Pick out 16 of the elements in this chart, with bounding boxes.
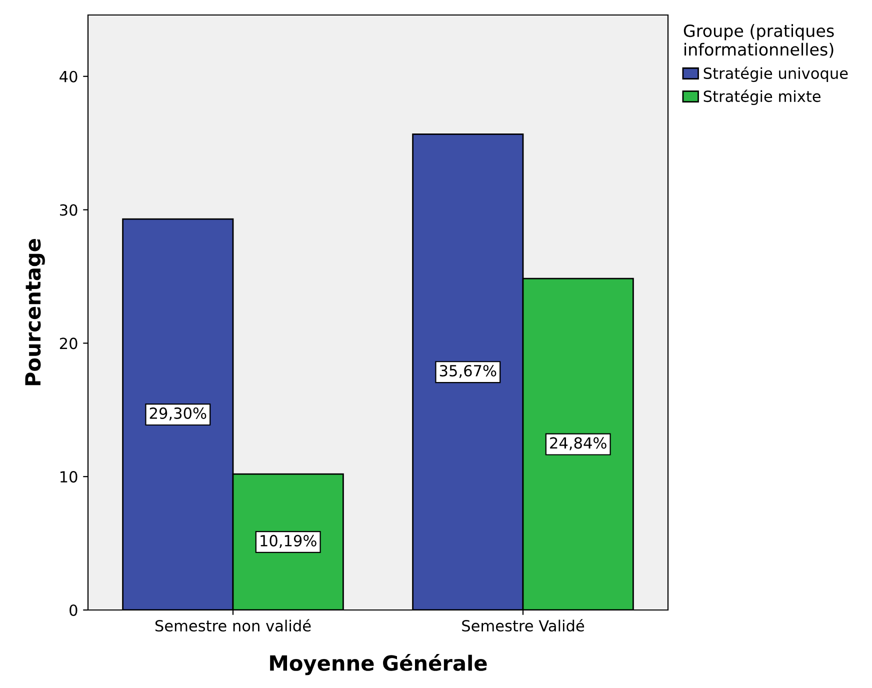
- y-axis-title: Pourcentage: [25, 238, 45, 386]
- legend-label: Stratégie univoque: [704, 66, 848, 82]
- data-label: 35,67%: [440, 364, 496, 378]
- data-label: 29,30%: [150, 407, 206, 421]
- y-tick-label: 10: [60, 471, 78, 483]
- x-axis-title: Moyenne Générale: [270, 654, 487, 676]
- x-tick-label: Semestre non validé: [155, 619, 311, 632]
- data-label: 10,19%: [260, 534, 316, 548]
- y-tick-label: 30: [60, 204, 78, 216]
- y-tick-label: 20: [60, 338, 78, 350]
- y-tick-label: 40: [60, 70, 78, 82]
- legend-label: Stratégie mixte: [704, 90, 820, 106]
- y-tick-label: 0: [70, 604, 78, 616]
- x-tick-label: Semestre Validé: [462, 619, 584, 632]
- legend-title: Groupe (pratiques informationnelles): [684, 24, 834, 58]
- data-label: 24,84%: [550, 437, 606, 450]
